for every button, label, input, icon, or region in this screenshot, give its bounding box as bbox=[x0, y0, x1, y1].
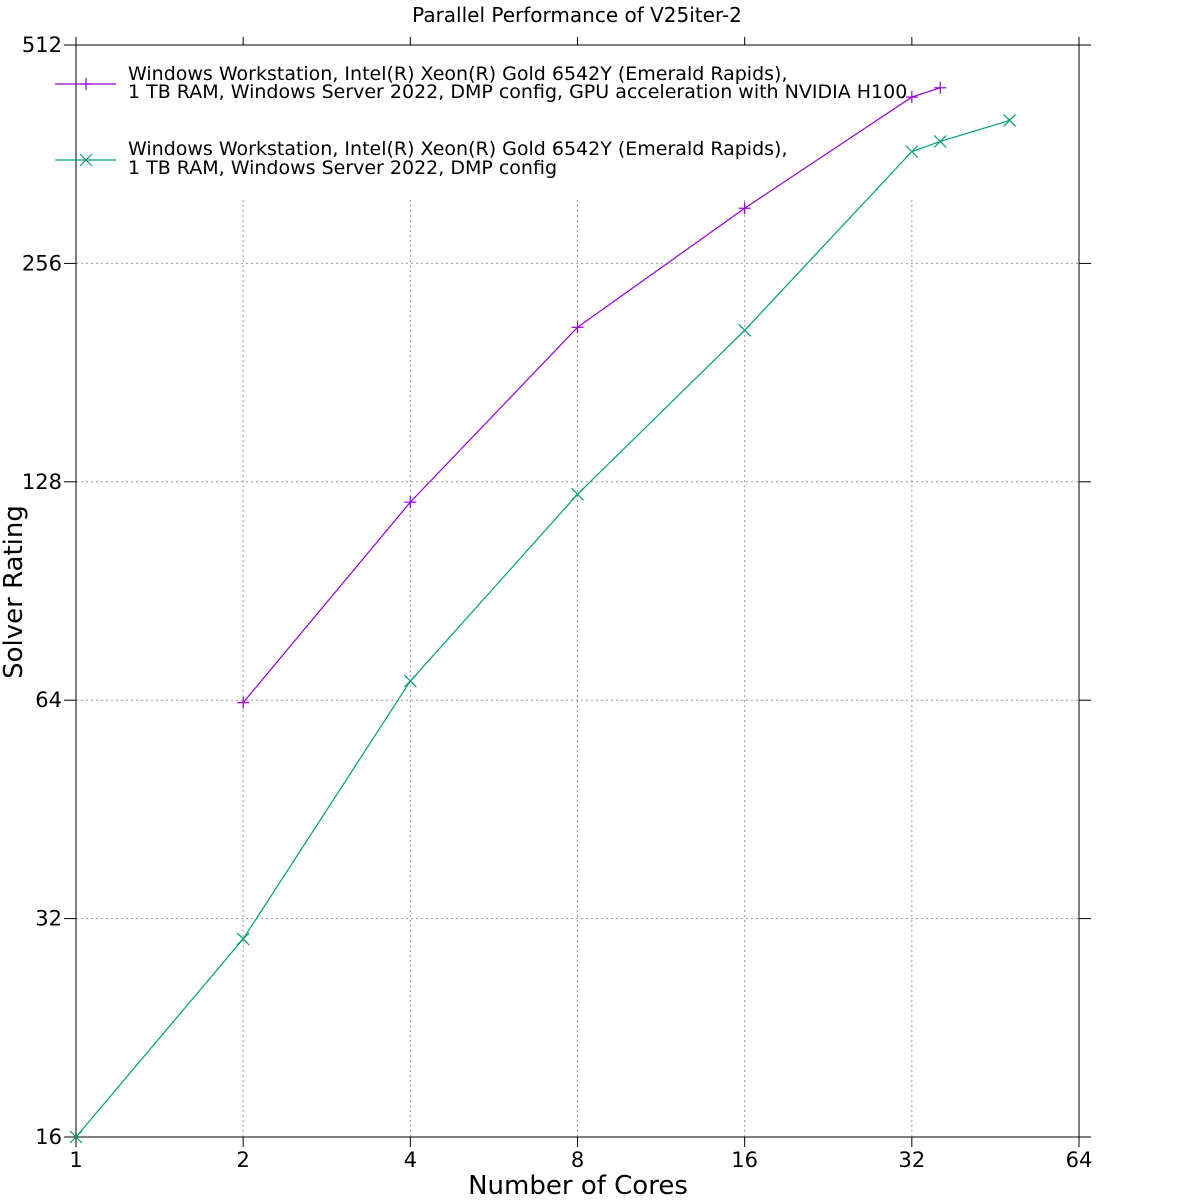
ticks: 1 2 4 8 16 32 64 16 32 64 128 256 512 bbox=[22, 33, 1092, 1172]
y-tick-label: 256 bbox=[22, 251, 62, 275]
data-point-plus-marker bbox=[738, 202, 751, 215]
series-line bbox=[75, 119, 1010, 1138]
legend-entry-1: Windows Workstation, Intel(R) Xeon(R) Go… bbox=[55, 63, 907, 103]
legend-box bbox=[77, 46, 927, 191]
data-point-cross-marker bbox=[236, 932, 250, 946]
legend-label: 1 TB RAM, Windows Server 2022, DMP confi… bbox=[128, 157, 557, 179]
series-1 bbox=[237, 81, 947, 709]
y-tick-label: 16 bbox=[35, 1125, 62, 1149]
data-point-cross-marker bbox=[403, 674, 417, 688]
data-point-plus-marker bbox=[80, 78, 92, 90]
data-point-cross-marker bbox=[905, 145, 919, 159]
data-point-plus-marker bbox=[934, 81, 947, 94]
data-point-cross-marker bbox=[69, 1130, 83, 1144]
legend-label: Windows Workstation, Intel(R) Xeon(R) Go… bbox=[128, 63, 788, 85]
data-point-plus-marker bbox=[237, 696, 250, 709]
chart-title: Parallel Performance of V25iter-2 bbox=[412, 3, 742, 27]
legend-label: Windows Workstation, Intel(R) Xeon(R) Go… bbox=[128, 138, 788, 160]
data-point-plus-marker bbox=[404, 496, 417, 509]
series-2 bbox=[69, 114, 1017, 1144]
y-tick-label: 128 bbox=[22, 470, 62, 494]
y-axis-title: Solver Rating bbox=[0, 505, 29, 679]
y-tick-label: 512 bbox=[22, 33, 62, 57]
data-point-cross-marker bbox=[79, 153, 93, 167]
x-tick-label: 2 bbox=[236, 1148, 249, 1172]
series bbox=[69, 81, 1017, 1144]
x-tick-label: 1 bbox=[69, 1148, 82, 1172]
data-point-plus-marker bbox=[905, 91, 918, 104]
x-tick-label: 64 bbox=[1066, 1148, 1093, 1172]
x-tick-label: 16 bbox=[731, 1148, 758, 1172]
y-tick-label: 64 bbox=[35, 688, 62, 712]
y-tick-label: 32 bbox=[35, 907, 62, 931]
series-line bbox=[242, 87, 941, 704]
data-point-plus-marker bbox=[571, 321, 584, 334]
data-point-cross-marker bbox=[738, 323, 752, 337]
data-point-cross-marker bbox=[933, 135, 947, 148]
legend: Windows Workstation, Intel(R) Xeon(R) Go… bbox=[55, 63, 907, 179]
legend-background bbox=[77, 46, 927, 191]
x-tick-label: 4 bbox=[404, 1148, 417, 1172]
grid bbox=[76, 198, 1079, 1137]
legend-entry-2: Windows Workstation, Intel(R) Xeon(R) Go… bbox=[55, 138, 788, 179]
x-axis-title: Number of Cores bbox=[468, 1171, 688, 1200]
data-point-cross-marker bbox=[571, 487, 584, 501]
legend-label: 1 TB RAM, Windows Server 2022, DMP confi… bbox=[128, 81, 907, 103]
x-tick-label: 32 bbox=[898, 1148, 925, 1172]
x-tick-label: 8 bbox=[571, 1148, 584, 1172]
data-point-cross-marker bbox=[1003, 114, 1017, 127]
